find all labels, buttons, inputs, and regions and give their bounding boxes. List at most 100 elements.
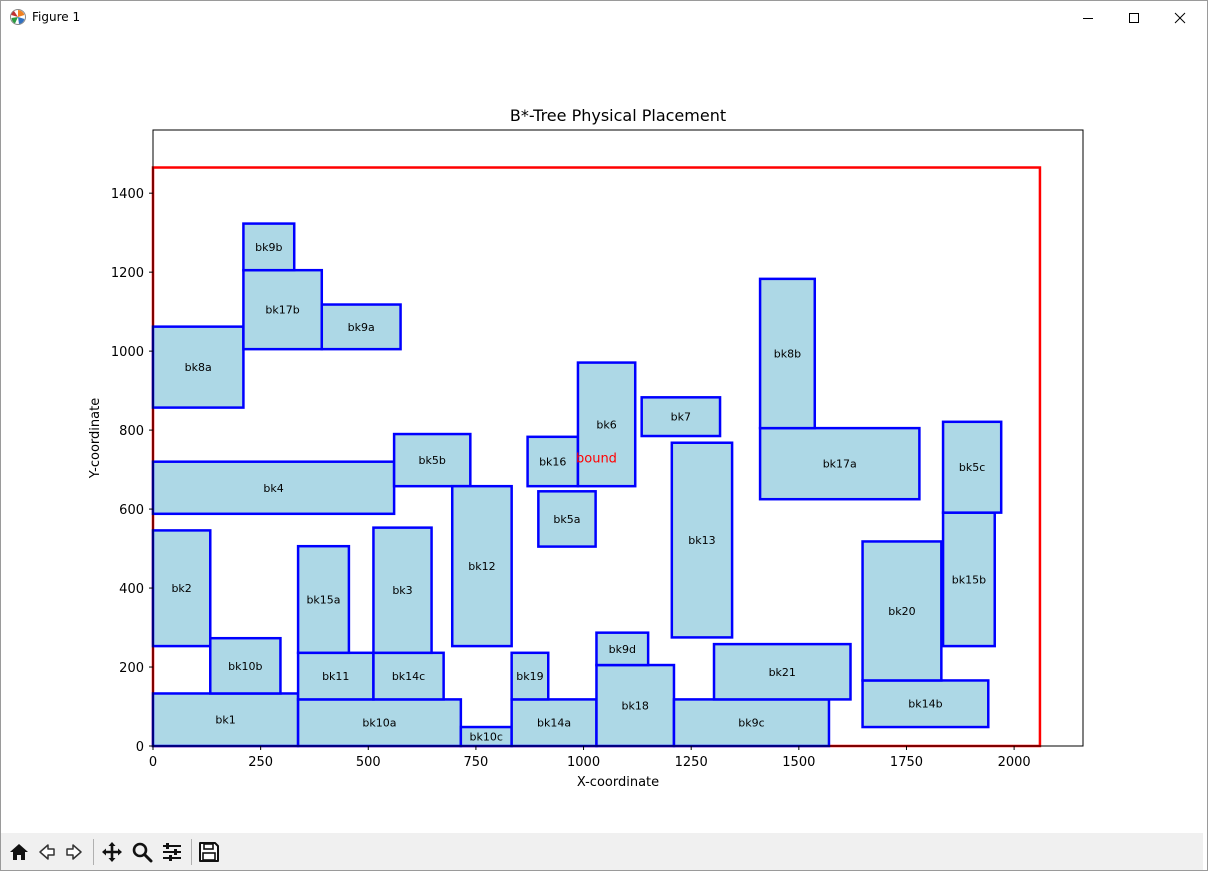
block-label-bk13: bk13	[688, 534, 715, 547]
toolbar-separator	[191, 839, 192, 865]
block-label-bk7: bk7	[671, 411, 691, 424]
block-bk9d	[595, 631, 650, 667]
save-icon	[199, 842, 219, 862]
block-bk14b	[861, 679, 990, 729]
figure-canvas[interactable]: bk1 bk10b bk2 bk4 bk8a bk17b bk9b bk9a bk10a bk11…	[1, 35, 1203, 833]
block-bk10b	[209, 636, 282, 695]
y-tick-label: 0	[136, 740, 144, 755]
block-label-bk9a: bk9a	[348, 321, 375, 334]
x-tick-label: 750	[464, 755, 489, 770]
x-axis-label: X-coordinate	[577, 775, 659, 790]
forward-button[interactable]	[61, 839, 87, 865]
window-title: Figure 1	[32, 10, 81, 24]
block-label-bk2: bk2	[171, 582, 191, 595]
forward-arrow-icon	[66, 844, 82, 860]
sliders-icon	[163, 843, 181, 861]
block-label-bk17a: bk17a	[823, 458, 857, 471]
back-arrow-icon	[39, 844, 55, 860]
minimize-icon	[1083, 18, 1093, 19]
magnifier-icon	[132, 842, 153, 863]
x-tick-label: 500	[356, 755, 381, 770]
block-label-bk15a: bk15a	[306, 594, 340, 607]
block-bk5b	[392, 432, 472, 488]
title-bar[interactable]: Figure 1	[1, 1, 1207, 35]
configure-subplots-button[interactable]	[159, 839, 185, 865]
block-label-bk1: bk1	[215, 714, 235, 727]
y-tick-label: 200	[119, 661, 144, 676]
plot-frame	[152, 129, 1084, 747]
placement-chart: bk1 bk10b bk2 bk4 bk8a bk17b bk9b bk9a bk10a bk11…	[88, 106, 1084, 790]
block-bk15b	[941, 511, 996, 648]
block-label-bk9d: bk9d	[609, 643, 636, 656]
block-label-bk5b: bk5b	[419, 454, 446, 467]
zoom-button[interactable]	[129, 839, 155, 865]
save-button[interactable]	[196, 839, 222, 865]
close-button[interactable]	[1157, 1, 1203, 35]
block-bk5c	[941, 420, 1003, 514]
block-label-bk19: bk19	[516, 670, 543, 683]
y-tick-label: 1200	[111, 266, 144, 281]
toolbar-separator	[93, 839, 94, 865]
x-tick-label: 1000	[567, 755, 600, 770]
navigation-toolbar	[1, 833, 1203, 870]
block-bk4	[151, 460, 396, 516]
block-bk14c	[372, 651, 445, 701]
back-button[interactable]	[34, 839, 60, 865]
maximize-button[interactable]	[1111, 1, 1157, 35]
x-tick-label: 0	[149, 755, 157, 770]
block-label-bk14b: bk14b	[908, 698, 942, 711]
x-tick-label: 250	[248, 755, 273, 770]
block-label-bk14a: bk14a	[537, 717, 571, 730]
y-tick-label: 600	[119, 503, 144, 518]
x-tick-label: 1250	[675, 755, 708, 770]
move-icon	[102, 842, 122, 862]
block-bk8b	[758, 277, 817, 430]
block-bk6	[576, 361, 637, 488]
minimize-button[interactable]	[1065, 1, 1111, 35]
block-label-bk17b: bk17b	[265, 304, 299, 317]
y-axis-label: Y-coordinate	[88, 398, 103, 479]
chart-title: B*-Tree Physical Placement	[510, 106, 726, 125]
block-label-bk8b: bk8b	[774, 347, 801, 360]
y-tick-label: 400	[119, 582, 144, 597]
block-bk21	[712, 642, 852, 701]
x-tick-label: 2000	[998, 755, 1031, 770]
block-bk5a	[537, 490, 597, 548]
block-bk3	[372, 526, 433, 655]
close-icon	[1174, 12, 1186, 24]
block-label-bk20: bk20	[888, 605, 915, 618]
bound-label: bound	[576, 452, 617, 467]
block-bk8a	[151, 325, 245, 409]
maximize-icon	[1129, 13, 1139, 23]
block-label-bk15b: bk15b	[952, 573, 986, 586]
block-label-bk11: bk11	[322, 670, 349, 683]
block-bk9a	[320, 303, 402, 351]
block-label-bk21: bk21	[769, 666, 796, 679]
block-bk9b	[242, 222, 296, 272]
block-label-bk8a: bk8a	[185, 361, 212, 374]
block-label-bk14c: bk14c	[392, 670, 425, 683]
block-label-bk9c: bk9c	[738, 717, 764, 730]
block-bk2	[151, 529, 212, 648]
block-label-bk18: bk18	[622, 700, 649, 713]
y-tick-label: 800	[119, 424, 144, 439]
block-bk14a	[510, 698, 598, 748]
block-label-bk5c: bk5c	[959, 461, 985, 474]
home-button[interactable]	[6, 839, 32, 865]
block-label-bk10b: bk10b	[228, 660, 262, 673]
pan-button[interactable]	[99, 839, 125, 865]
y-tick-label: 1000	[111, 345, 144, 360]
block-label-bk9b: bk9b	[255, 241, 282, 254]
block-label-bk6: bk6	[596, 418, 616, 431]
block-label-bk5a: bk5a	[553, 513, 580, 526]
block-label-bk3: bk3	[392, 584, 412, 597]
matplotlib-app-icon	[10, 9, 26, 25]
block-label-bk10a: bk10a	[362, 717, 396, 730]
block-label-bk16: bk16	[539, 455, 566, 468]
x-tick-label: 1750	[890, 755, 923, 770]
block-bk19	[510, 651, 550, 701]
y-tick-label: 1400	[111, 187, 144, 202]
block-bk13	[670, 441, 734, 639]
block-bk7	[640, 396, 722, 438]
x-tick-label: 1500	[782, 755, 815, 770]
